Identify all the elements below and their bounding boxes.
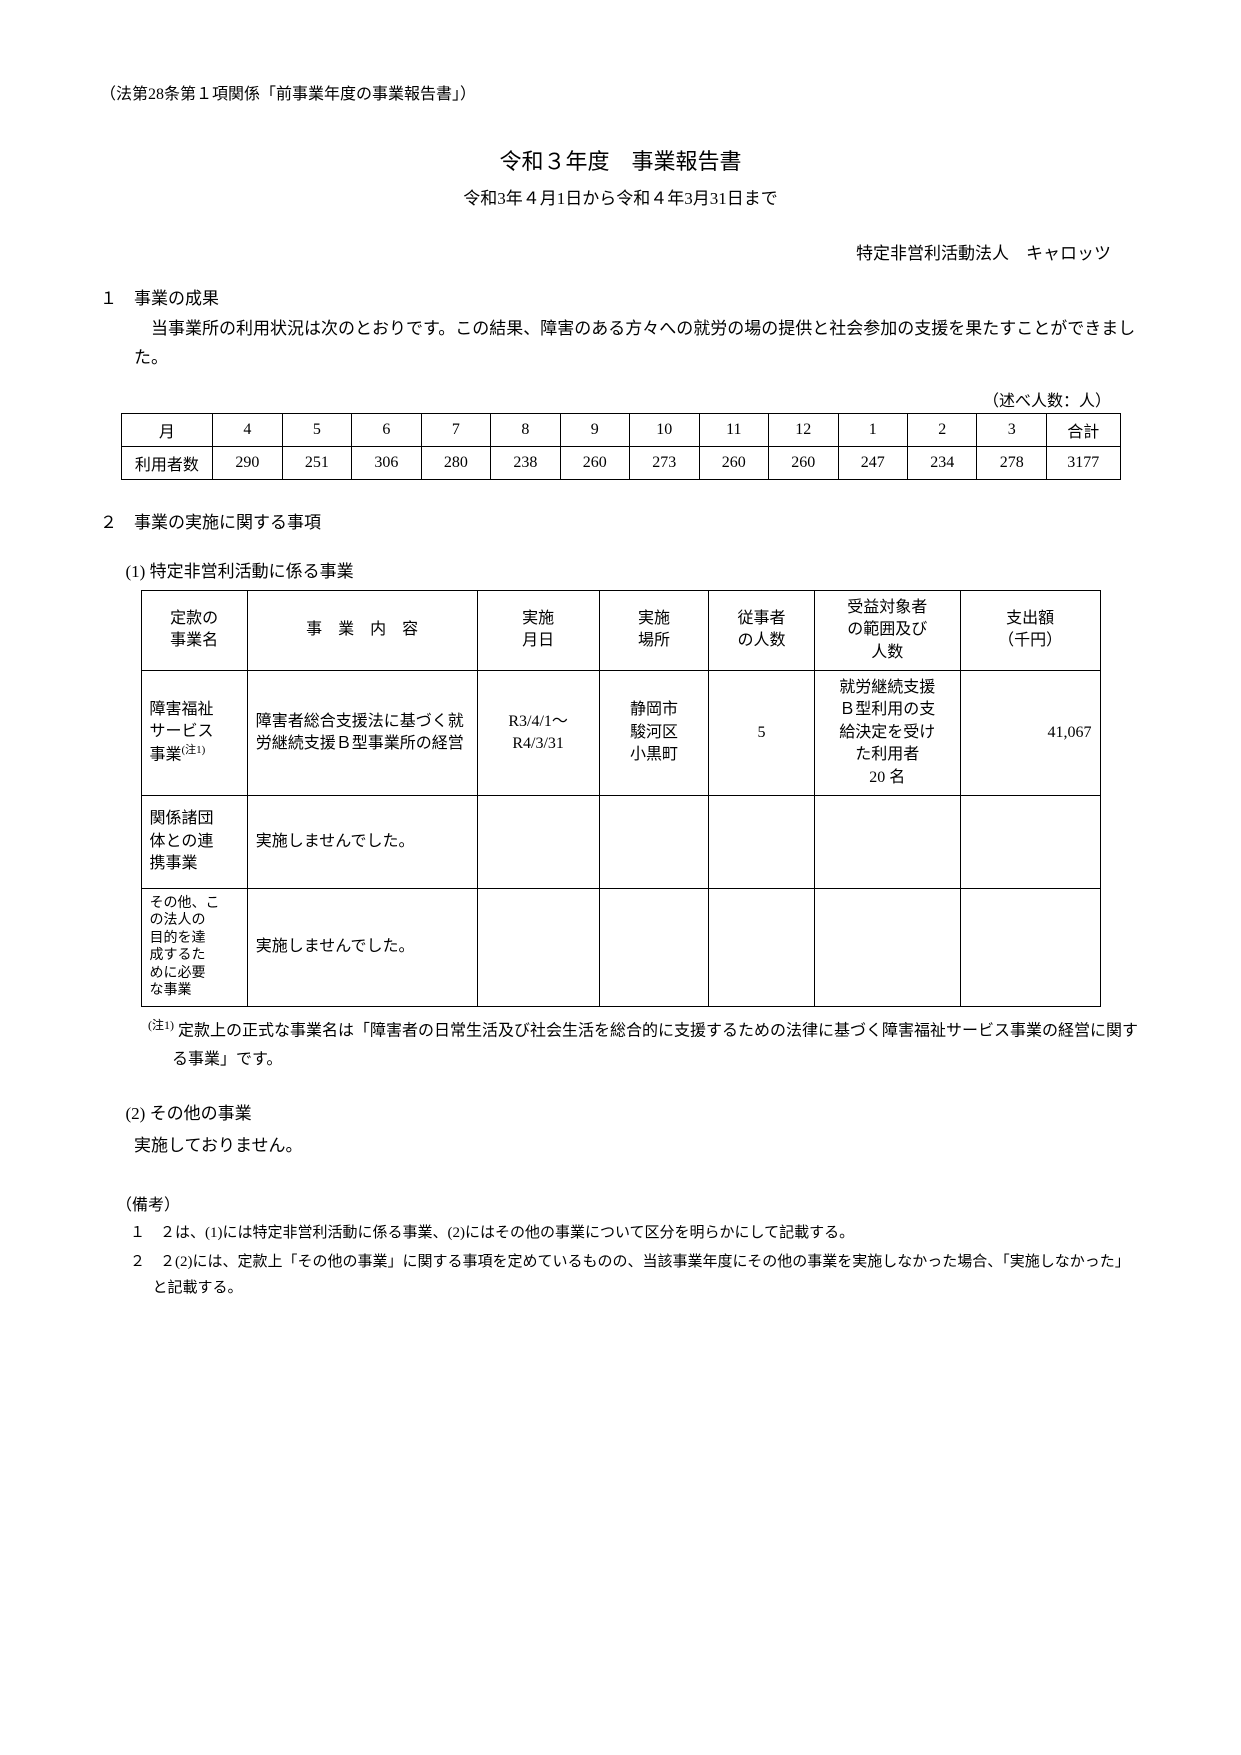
month-header: 7 [421, 413, 490, 446]
biz-cell [960, 795, 1100, 888]
biz-cell: 実施しませんでした。 [247, 795, 477, 888]
month-value: 280 [421, 446, 490, 479]
month-value: 251 [282, 446, 351, 479]
month-header-total: 合計 [1046, 413, 1120, 446]
subsection-2-1: (1) 特定非営利活動に係る事業 [126, 557, 1142, 582]
biz-cell: その他、この法人の目的を達成するために必要な事業 [141, 888, 247, 1006]
section1-body: 当事業所の利用状況は次のとおりです。この結果、障害のある方々への就労の場の提供と… [100, 315, 1141, 373]
biz-cell [814, 888, 960, 1006]
remarks-item: １ ２は、(1)には特定非営利活動に係る事業、(2)にはその他の事業について区分… [130, 1221, 1141, 1247]
section2-head: ２ 事業の実施に関する事項 [100, 508, 1141, 533]
page-title: 令和３年度 事業報告書 [100, 144, 1141, 176]
biz-header: 定款の事業名 [141, 590, 247, 670]
biz-header: 受益対象者の範囲及び人数 [814, 590, 960, 670]
biz-cell: 障害福祉サービス事業(注1) [141, 670, 247, 795]
biz-cell [477, 888, 599, 1006]
biz-cell: 静岡市駿河区小黒町 [599, 670, 709, 795]
month-header: 1 [838, 413, 907, 446]
section1-head: １ 事業の成果 [100, 284, 1141, 309]
month-header: 12 [769, 413, 838, 446]
month-header: 5 [282, 413, 351, 446]
month-value: 247 [838, 446, 907, 479]
table-row: 利用者数 290 251 306 280 238 260 273 260 260… [121, 446, 1120, 479]
unit-note: （述べ人数：人） [100, 387, 1141, 411]
month-header: 4 [213, 413, 282, 446]
biz-cell [709, 888, 814, 1006]
biz-header: 従事者の人数 [709, 590, 814, 670]
month-usage-table: 月 4 5 6 7 8 9 10 11 12 1 2 3 合計 利用者数 290… [121, 413, 1121, 480]
header-note: （法第28条第１項関係「前事業年度の事業報告書」） [100, 80, 1141, 104]
month-value: 234 [907, 446, 976, 479]
month-value: 306 [352, 446, 421, 479]
business-table: 定款の事業名 事 業 内 容 実施月日 実施場所 従事者の人数 受益対象者の範囲… [141, 590, 1101, 1007]
biz-cell: 41,067 [960, 670, 1100, 795]
table-row: 障害福祉サービス事業(注1) 障害者総合支援法に基づく就労継続支援Ｂ型事業所の経… [141, 670, 1100, 795]
footnote-text: 定款上の正式な事業名は「障害者の日常生活及び社会生活を総合的に支援するための法律… [172, 1022, 1138, 1068]
table-row: その他、この法人の目的を達成するために必要な事業 実施しませんでした。 [141, 888, 1100, 1006]
month-header: 8 [491, 413, 560, 446]
sub2-body: 実施しておりません。 [100, 1132, 1141, 1161]
biz-cell [477, 795, 599, 888]
month-header: 9 [560, 413, 629, 446]
table-row: 月 4 5 6 7 8 9 10 11 12 1 2 3 合計 [121, 413, 1120, 446]
month-header: 6 [352, 413, 421, 446]
remarks-head: （備考） [116, 1191, 1141, 1215]
footnote-sup: (注1) [148, 1018, 174, 1032]
month-value: 273 [630, 446, 699, 479]
biz-cell [960, 888, 1100, 1006]
subsection-2-2: (2) その他の事業 [126, 1099, 1142, 1124]
row-label: 利用者数 [121, 446, 213, 479]
biz-cell [814, 795, 960, 888]
month-header: 2 [907, 413, 976, 446]
biz-cell: 関係諸団体との連携事業 [141, 795, 247, 888]
biz-cell: 障害者総合支援法に基づく就労継続支援Ｂ型事業所の経営 [247, 670, 477, 795]
biz-cell [599, 795, 709, 888]
biz-cell: 5 [709, 670, 814, 795]
biz-header: 支出額（千円） [960, 590, 1100, 670]
biz-cell: R3/4/1～R4/3/31 [477, 670, 599, 795]
month-header: 10 [630, 413, 699, 446]
page-subtitle: 令和3年４月1日から令和４年3月31日まで [100, 184, 1141, 209]
biz-header: 実施月日 [477, 590, 599, 670]
remarks-item: ２ ２(2)には、定款上「その他の事業」に関する事項を定めているものの、当該事業… [130, 1250, 1141, 1301]
table-row: 関係諸団体との連携事業 実施しませんでした。 [141, 795, 1100, 888]
biz-cell [709, 795, 814, 888]
biz-cell: 就労継続支援Ｂ型利用の支給決定を受けた利用者20 名 [814, 670, 960, 795]
biz-header: 実施場所 [599, 590, 709, 670]
month-value: 278 [977, 446, 1046, 479]
biz-cell: 実施しませんでした。 [247, 888, 477, 1006]
month-value: 260 [699, 446, 768, 479]
month-header: 11 [699, 413, 768, 446]
sup-note: (注1) [182, 744, 206, 756]
month-header-label: 月 [121, 413, 213, 446]
footnote: (注1) 定款上の正式な事業名は「障害者の日常生活及び社会生活を総合的に支援する… [148, 1015, 1141, 1075]
month-value: 290 [213, 446, 282, 479]
organization-name: 特定非営利活動法人 キャロッツ [100, 239, 1141, 264]
month-value: 238 [491, 446, 560, 479]
biz-header: 事 業 内 容 [247, 590, 477, 670]
month-value: 260 [560, 446, 629, 479]
month-header: 3 [977, 413, 1046, 446]
table-row: 定款の事業名 事 業 内 容 実施月日 実施場所 従事者の人数 受益対象者の範囲… [141, 590, 1100, 670]
month-total: 3177 [1046, 446, 1120, 479]
biz-cell [599, 888, 709, 1006]
month-value: 260 [769, 446, 838, 479]
